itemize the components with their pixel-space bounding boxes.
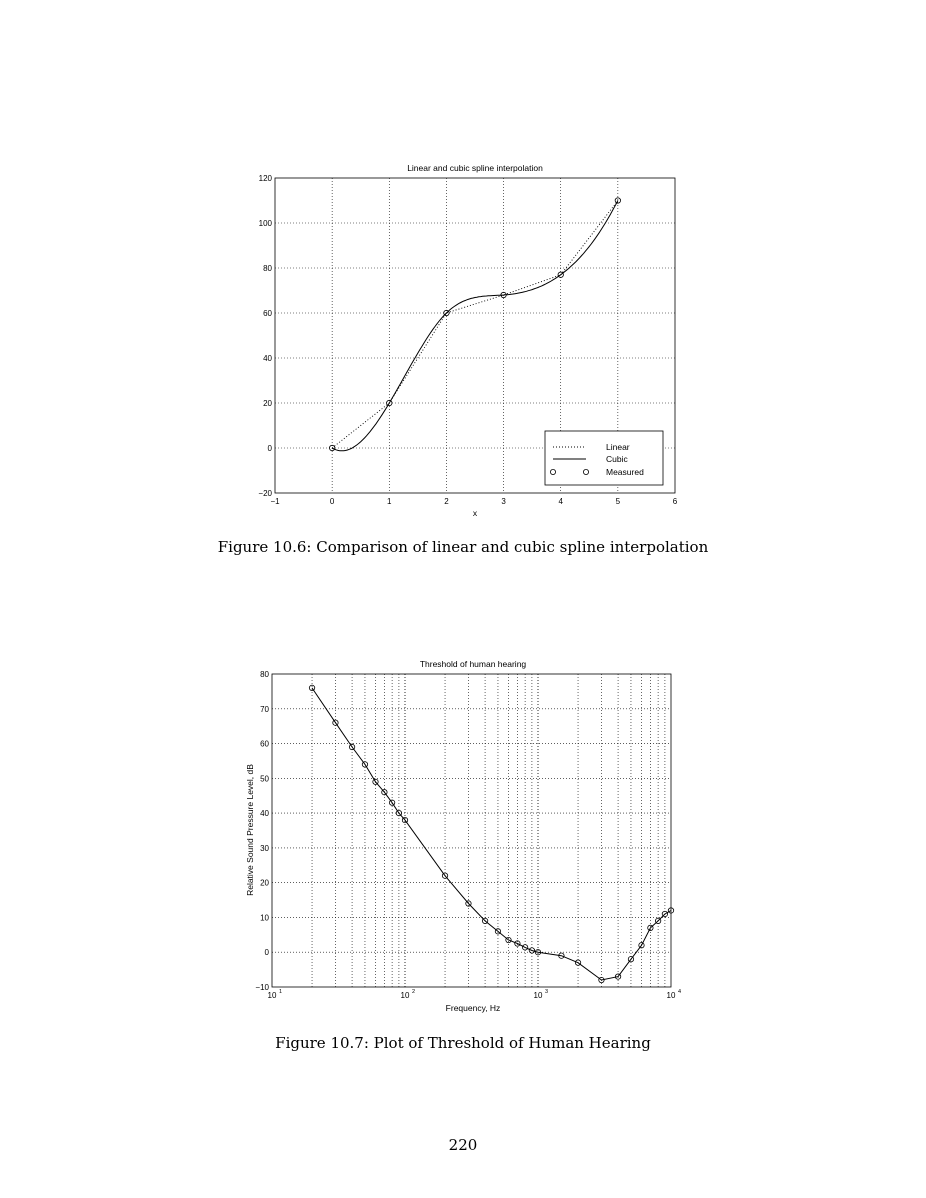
x-tick-label: 10 [667, 991, 676, 1000]
y-tick-label: 80 [260, 670, 269, 679]
chart1-axes-box [274, 177, 676, 494]
y-tick-label: 60 [260, 740, 269, 749]
y-tick-label: 50 [260, 774, 269, 783]
data-point [361, 761, 369, 768]
data-point [465, 900, 472, 907]
data-point [534, 949, 542, 956]
data-point [647, 924, 654, 931]
x-tick-label: 3 [501, 497, 506, 506]
chart2-axes-box [271, 673, 672, 988]
data-point [494, 928, 502, 935]
y-tick-label: 40 [260, 809, 269, 818]
x-tick-label: 10 [268, 991, 277, 1000]
y-tick-label: 40 [263, 354, 272, 363]
measured-point [386, 399, 393, 407]
data-point [638, 942, 645, 949]
chart1-x-axis-label: x [473, 508, 478, 518]
y-tick-label: 20 [260, 879, 269, 888]
data-point [401, 816, 409, 824]
chart2-x-axis-label: Frequency, Hz [446, 1003, 501, 1013]
y-tick-label: 80 [263, 264, 272, 273]
measured-point [443, 309, 450, 317]
x-tick-exponent: 4 [678, 989, 681, 995]
measured-point [557, 271, 564, 278]
chart2-threshold-line [311, 687, 672, 981]
x-tick-label: 0 [330, 497, 335, 506]
x-tick-exponent: 1 [279, 989, 282, 995]
y-tick-label: 20 [263, 399, 272, 408]
data-point [441, 872, 449, 879]
chart2-threshold-markers [308, 684, 675, 984]
chart2-title: Threshold of human hearing [420, 659, 527, 669]
x-tick-label: −1 [270, 497, 280, 506]
data-point [381, 789, 388, 796]
legend-measured-label: Measured [606, 467, 644, 477]
legend-cubic-label: Cubic [606, 454, 628, 464]
x-tick-label: 6 [673, 497, 678, 506]
data-point [522, 944, 529, 951]
data-point [372, 778, 379, 785]
chart2-grid [272, 674, 671, 987]
data-point [348, 743, 356, 751]
data-point [332, 719, 339, 726]
legend-box [544, 430, 664, 486]
measured-point [329, 444, 336, 452]
data-point [481, 917, 489, 925]
data-point [528, 947, 536, 954]
x-tick-label: 1 [387, 497, 392, 506]
y-tick-label: 0 [268, 444, 273, 453]
y-tick-label: 30 [260, 844, 269, 853]
y-tick-label: 0 [265, 948, 270, 957]
data-point [598, 976, 605, 984]
hearing-threshold-chart: Threshold of human hearing 10 1 10 2 10 3 10 4−… [245, 659, 681, 1013]
data-point [627, 956, 635, 963]
legend-measured-marker [583, 468, 590, 475]
y-tick-label: 120 [259, 174, 273, 183]
measured-point [614, 197, 621, 204]
data-point [661, 910, 669, 918]
y-tick-label: 70 [260, 705, 269, 714]
data-point [655, 917, 662, 925]
chart1-cubic-series-line [331, 200, 619, 452]
x-tick-label: 2 [444, 497, 449, 506]
y-tick-label: −20 [258, 489, 272, 498]
figure-10-7-caption: Figure 10.7: Plot of Threshold of Human … [275, 1034, 651, 1052]
x-tick-label: 10 [534, 991, 543, 1000]
spline-interpolation-chart: Linear and cubic spline interpolation −1… [258, 163, 677, 518]
data-point [308, 684, 316, 692]
chart1-title: Linear and cubic spline interpolation [407, 163, 543, 173]
x-tick-exponent: 2 [412, 989, 415, 995]
y-tick-label: 100 [259, 219, 273, 228]
x-tick-exponent: 3 [545, 989, 548, 995]
chart1-measured-markers [329, 197, 621, 452]
chart2-y-axis-label: Relative Sound Pressure Level, dB [245, 764, 255, 896]
chart1-linear-series-line [331, 200, 619, 449]
data-point [505, 936, 512, 944]
legend-linear-label: Linear [606, 442, 630, 452]
chart1-legend: Linear Cubic Measured [544, 430, 664, 486]
measured-point [500, 291, 507, 299]
x-tick-label: 5 [616, 497, 621, 506]
data-point [514, 940, 521, 947]
x-tick-label: 10 [401, 991, 410, 1000]
chart1-tick-labels: −1 0 1 2 3 4 5 6 −20 0 20 40 60 80 100 120 [258, 174, 677, 506]
data-point [395, 810, 403, 817]
y-tick-label: 10 [260, 913, 269, 922]
data-point [574, 959, 582, 966]
legend-measured-marker [550, 468, 557, 475]
x-tick-label: 4 [558, 497, 563, 506]
data-point [558, 952, 565, 959]
figure-10-6-caption: Figure 10.6: Comparison of linear and cu… [217, 538, 709, 556]
y-tick-label: 60 [263, 309, 272, 318]
data-point [614, 973, 622, 980]
page-number: 220 [448, 1136, 478, 1154]
y-tick-label: −10 [255, 983, 269, 992]
data-point [389, 799, 396, 806]
